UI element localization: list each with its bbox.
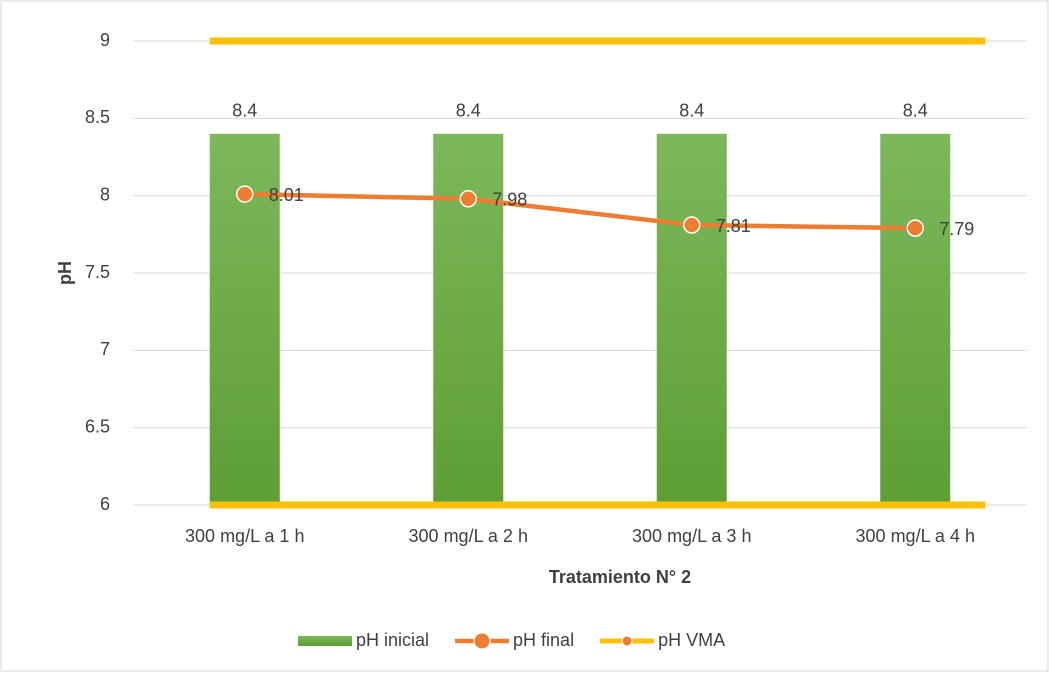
data-label: 7.98 xyxy=(492,190,527,210)
marker xyxy=(459,190,477,208)
data-label: 7.81 xyxy=(716,216,751,236)
y-tick-label: 6.5 xyxy=(85,416,110,436)
data-label: 8.4 xyxy=(456,101,481,121)
data-label: 8.4 xyxy=(679,101,704,121)
y-tick-label: 7 xyxy=(100,339,110,359)
legend-swatch xyxy=(621,635,633,647)
data-label: 8.4 xyxy=(232,101,257,121)
y-tick-label: 7.5 xyxy=(85,262,110,282)
data-label: 7.79 xyxy=(939,219,974,239)
bar xyxy=(880,133,951,506)
y-axis-title: pH xyxy=(55,261,75,285)
legend-label: pH inicial xyxy=(356,630,429,650)
marker xyxy=(683,216,701,234)
legend-swatch xyxy=(473,632,491,650)
x-tick-label: 300 mg/L a 1 h xyxy=(185,526,304,546)
legend-swatch xyxy=(298,636,352,646)
legend-label: pH VMA xyxy=(658,630,725,650)
y-tick-label: 8.5 xyxy=(85,107,110,127)
marker xyxy=(236,185,254,203)
y-tick-label: 9 xyxy=(100,30,110,50)
line xyxy=(244,191,916,231)
y-tick-label: 6 xyxy=(100,494,110,514)
bar xyxy=(656,133,727,506)
x-tick-label: 300 mg/L a 4 h xyxy=(856,526,975,546)
y-tick-label: 8 xyxy=(100,184,110,204)
x-axis-title: Tratamiento N° 2 xyxy=(549,567,691,587)
data-label: 8.01 xyxy=(269,185,304,205)
x-tick-label: 300 mg/L a 2 h xyxy=(409,526,528,546)
x-tick-label: 300 mg/L a 3 h xyxy=(632,526,751,546)
data-label: 8.4 xyxy=(903,101,928,121)
legend-label: pH final xyxy=(513,630,574,650)
marker xyxy=(906,219,924,237)
